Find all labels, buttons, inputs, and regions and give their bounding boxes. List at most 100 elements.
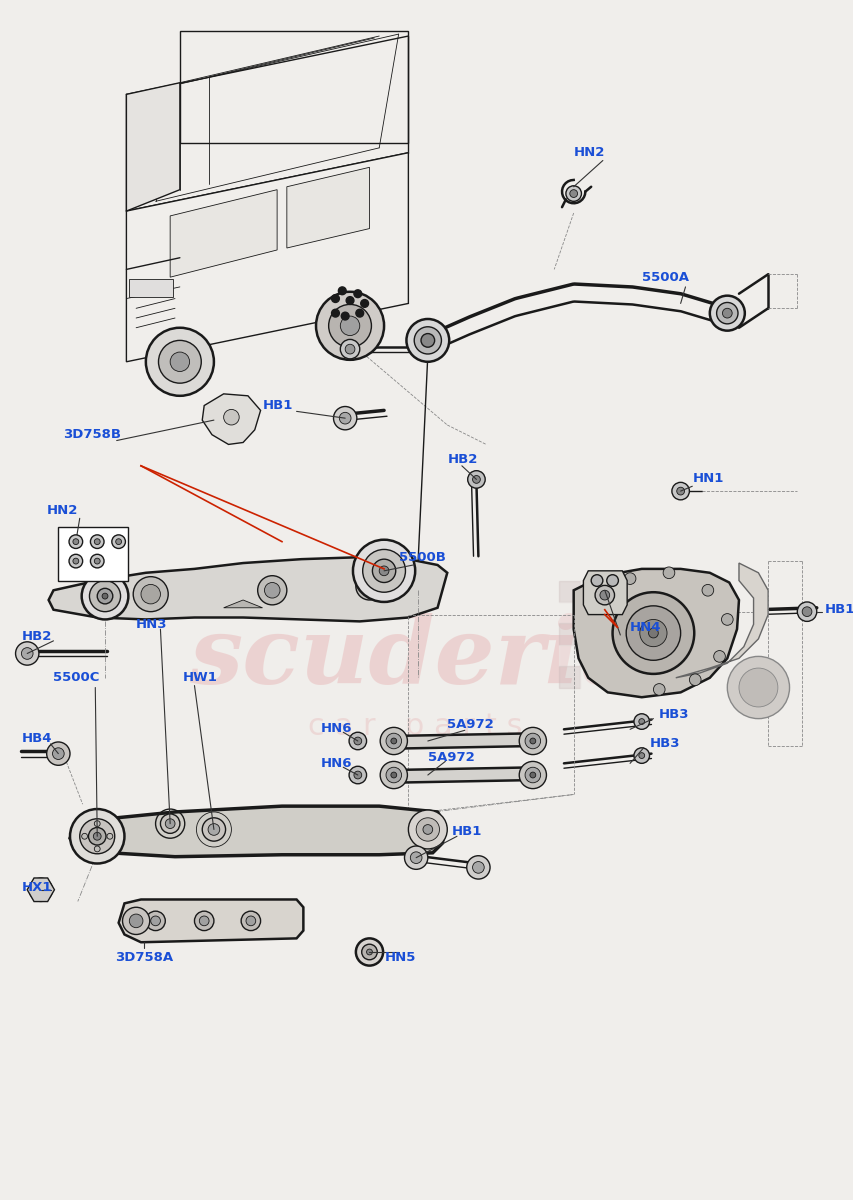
Circle shape <box>716 302 737 324</box>
Bar <box>559 581 580 602</box>
Circle shape <box>638 719 644 725</box>
Circle shape <box>112 535 125 548</box>
Circle shape <box>349 732 366 750</box>
Polygon shape <box>126 83 180 211</box>
Circle shape <box>472 862 484 874</box>
Polygon shape <box>384 733 542 749</box>
Text: 3D758A: 3D758A <box>114 952 173 965</box>
Text: 5500B: 5500B <box>398 551 445 564</box>
Bar <box>601 581 623 602</box>
Polygon shape <box>170 190 276 277</box>
Circle shape <box>671 482 688 500</box>
Circle shape <box>339 413 351 424</box>
Circle shape <box>525 733 540 749</box>
Text: HX1: HX1 <box>21 881 52 894</box>
Circle shape <box>356 310 363 317</box>
Circle shape <box>624 572 635 584</box>
Circle shape <box>338 287 345 295</box>
Circle shape <box>102 593 107 599</box>
Circle shape <box>345 344 355 354</box>
Circle shape <box>90 535 104 548</box>
Bar <box>623 602 644 623</box>
Circle shape <box>82 572 128 619</box>
Circle shape <box>246 916 255 925</box>
Circle shape <box>391 772 397 778</box>
Circle shape <box>150 916 160 925</box>
Circle shape <box>146 328 213 396</box>
Circle shape <box>331 310 339 317</box>
Circle shape <box>73 539 78 545</box>
Circle shape <box>82 833 87 839</box>
Text: 3D758B: 3D758B <box>63 428 121 442</box>
Text: HB2: HB2 <box>447 454 477 467</box>
Circle shape <box>363 580 376 593</box>
Bar <box>601 644 623 666</box>
Polygon shape <box>384 767 542 782</box>
Circle shape <box>35 884 47 895</box>
Bar <box>623 623 644 644</box>
Circle shape <box>653 684 664 695</box>
Text: HN2: HN2 <box>47 504 78 517</box>
Circle shape <box>801 607 811 617</box>
Polygon shape <box>675 563 767 678</box>
Bar <box>623 666 644 688</box>
Bar <box>623 581 644 602</box>
Circle shape <box>599 590 609 600</box>
Circle shape <box>199 916 209 925</box>
Circle shape <box>414 326 441 354</box>
Circle shape <box>606 575 618 587</box>
Circle shape <box>633 748 649 763</box>
Circle shape <box>422 824 432 834</box>
Bar <box>559 623 580 644</box>
Bar <box>580 581 601 602</box>
Circle shape <box>223 409 239 425</box>
Text: HB3: HB3 <box>659 708 689 721</box>
Circle shape <box>408 810 447 848</box>
Circle shape <box>353 290 362 298</box>
Circle shape <box>94 821 100 827</box>
Text: HB1: HB1 <box>824 604 853 617</box>
Circle shape <box>380 762 407 788</box>
Circle shape <box>194 911 213 930</box>
Circle shape <box>625 606 680 660</box>
Circle shape <box>345 296 353 305</box>
Polygon shape <box>287 167 369 248</box>
Circle shape <box>590 575 602 587</box>
Circle shape <box>69 554 83 568</box>
Circle shape <box>159 341 201 383</box>
Circle shape <box>467 470 485 488</box>
Circle shape <box>591 602 603 613</box>
Circle shape <box>386 733 401 749</box>
Circle shape <box>391 738 397 744</box>
Polygon shape <box>126 152 408 361</box>
Text: 5A972: 5A972 <box>427 751 474 764</box>
Polygon shape <box>119 900 303 942</box>
Circle shape <box>241 911 260 930</box>
Circle shape <box>93 833 101 840</box>
Circle shape <box>97 588 113 604</box>
Circle shape <box>363 550 405 593</box>
Circle shape <box>386 767 401 782</box>
Circle shape <box>467 856 490 880</box>
Circle shape <box>349 767 366 784</box>
Circle shape <box>366 949 372 955</box>
Circle shape <box>409 852 421 864</box>
Text: 5500C: 5500C <box>54 671 100 684</box>
Circle shape <box>115 539 121 545</box>
Polygon shape <box>583 571 626 614</box>
Circle shape <box>70 809 125 864</box>
Circle shape <box>15 642 39 665</box>
Circle shape <box>797 602 815 622</box>
Text: HN6: HN6 <box>321 757 352 770</box>
Text: 5A972: 5A972 <box>447 718 493 731</box>
Bar <box>580 666 601 688</box>
Text: HN3: HN3 <box>136 618 167 631</box>
Text: HB2: HB2 <box>21 630 52 643</box>
Circle shape <box>316 292 384 360</box>
Circle shape <box>472 475 479 484</box>
Circle shape <box>47 742 70 766</box>
Bar <box>601 666 623 688</box>
Circle shape <box>530 738 535 744</box>
Circle shape <box>569 190 577 198</box>
Polygon shape <box>202 394 260 444</box>
